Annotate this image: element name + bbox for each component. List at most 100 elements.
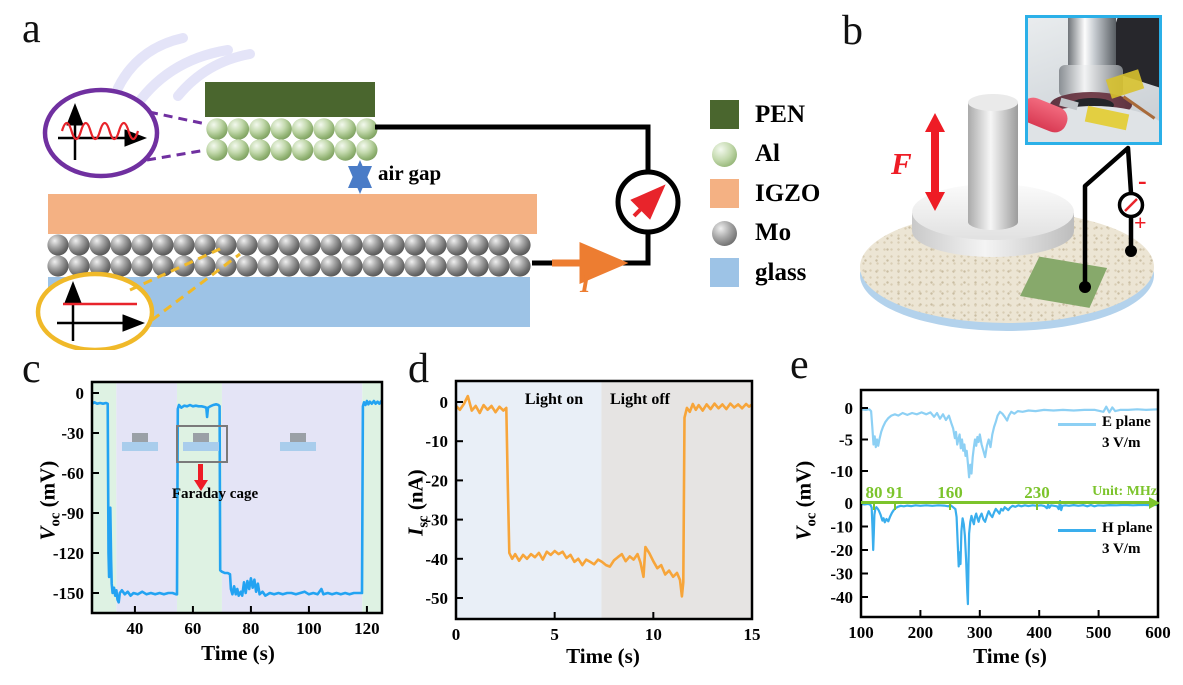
svg-text:80: 80 [242, 619, 259, 638]
e-plane-legend-label: E plane [1102, 414, 1151, 430]
svg-text:-5: -5 [839, 431, 853, 450]
force-arrow-up [925, 113, 945, 132]
e-plane-legend-value: 3 V/m [1102, 435, 1141, 451]
panel-a-letter: a [22, 6, 41, 52]
ylabel-subscript: sc [415, 515, 432, 528]
panel-c-letter: c [22, 346, 41, 392]
voc-shielding-chart: 40 60 80 100 120 0 -30 -60 -90 -120 -150 [53, 380, 384, 638]
air-gap-label: air gap [378, 161, 442, 185]
ylabel-subscript: oc [803, 512, 820, 527]
svg-text:40: 40 [126, 619, 143, 638]
igzo-swatch [710, 179, 739, 208]
svg-text:60: 60 [184, 619, 201, 638]
device-icon [280, 433, 316, 451]
h-plane-legend-value: 3 V/m [1102, 541, 1141, 557]
ylabel-unit: (mV) [791, 460, 816, 513]
legend-label: PEN [755, 100, 805, 128]
ac-signal-inset [42, 87, 207, 179]
svg-text:-10: -10 [830, 518, 853, 537]
svg-text:100: 100 [848, 623, 874, 642]
svg-text:200: 200 [908, 623, 934, 642]
h-plane-legend-label: H plane [1102, 520, 1153, 536]
legend-label: IGZO [755, 179, 821, 207]
mo-swatch [712, 220, 737, 246]
legend-item-glass: glass [710, 258, 820, 287]
device-schematic [35, 33, 681, 350]
emi-immunity-chart: 100 200 300 400 500 600 0 -5 -10 0 -10 -20 -30 -40 [830, 388, 1171, 642]
svg-text:-40: -40 [830, 588, 853, 607]
svg-text:0: 0 [845, 399, 854, 418]
svg-text:-120: -120 [53, 544, 84, 563]
panel-e-ylabel: Voc (mV) [791, 416, 820, 586]
svg-text:500: 500 [1086, 623, 1112, 642]
ylabel-symbol: V [35, 526, 60, 541]
svg-text:-10: -10 [830, 462, 853, 481]
force-arrow-shaft [931, 131, 939, 193]
ylabel-symbol: I [403, 527, 428, 536]
freq-label-160: 160 [937, 483, 963, 502]
legend-label: Mo [755, 219, 792, 246]
ylabel-unit: (mV) [35, 460, 60, 513]
probe-wires [1079, 145, 1145, 293]
panel-c-xlabel: Time (s) [201, 641, 275, 665]
frequency-axis-arrowhead [1149, 496, 1160, 509]
freq-tick [894, 504, 896, 510]
svg-text:-40: -40 [425, 550, 448, 569]
svg-text:-10: -10 [425, 432, 448, 451]
faraday-cage-label: Faraday cage [171, 486, 259, 502]
svg-text:0: 0 [76, 384, 85, 403]
legend-label: Al [755, 140, 780, 167]
dc-signal-inset [35, 246, 241, 350]
pen-swatch [710, 100, 739, 129]
svg-text:10: 10 [645, 625, 662, 644]
panel-d-letter: d [408, 346, 429, 392]
light-on-label: Light on [524, 391, 584, 408]
svg-text:-30: -30 [830, 565, 853, 584]
panel-e-letter: e [790, 342, 809, 388]
svg-text:-30: -30 [425, 511, 448, 530]
glass-swatch [710, 258, 739, 287]
svg-text:15: 15 [744, 625, 761, 644]
svg-text:-150: -150 [53, 584, 84, 603]
current-label: I [580, 268, 591, 298]
ylabel-subscript: oc [47, 512, 64, 527]
minus-terminal-label: - [1138, 166, 1147, 195]
freq-tick [949, 504, 951, 510]
svg-text:-50: -50 [425, 589, 448, 608]
legend-item-igzo: IGZO [710, 179, 820, 208]
svg-text:100: 100 [296, 619, 322, 638]
panel-d-xlabel: Time (s) [566, 644, 640, 668]
faraday-cage-box [176, 425, 228, 463]
svg-text:600: 600 [1145, 623, 1171, 642]
al-swatch [712, 141, 737, 167]
svg-text:0: 0 [440, 393, 449, 412]
svg-text:0: 0 [452, 625, 461, 644]
legend-item-mo: Mo [710, 219, 820, 247]
svg-text:300: 300 [967, 623, 993, 642]
al-sphere-layer [206, 118, 378, 161]
igzo-layer [48, 194, 537, 234]
frequency-axis-line [861, 501, 1151, 504]
svg-text:400: 400 [1026, 623, 1052, 642]
force-label: F [891, 146, 912, 181]
svg-text:-90: -90 [61, 504, 84, 523]
svg-text:0: 0 [845, 494, 854, 513]
force-cylinder-top [968, 94, 1018, 111]
legend-item-pen: PEN [710, 100, 820, 129]
svg-text:-20: -20 [830, 541, 853, 560]
h-plane-legend-line [1058, 529, 1096, 532]
ylabel-unit: (nA) [403, 469, 428, 516]
setup-photo-inset [1025, 15, 1162, 145]
isc-light-chart: 0 5 10 15 0 -10 -20 -30 -40 -50 [425, 379, 761, 644]
panel-c-ylabel: Voc (mV) [35, 416, 64, 586]
svg-text:-30: -30 [61, 424, 84, 443]
svg-text:-60: -60 [61, 464, 84, 483]
force-cylinder-side [968, 102, 1018, 230]
panel-d-ylabel: Isc (nA) [403, 418, 432, 588]
plus-terminal-label: + [1134, 210, 1147, 235]
panel-e-xlabel: Time (s) [973, 644, 1047, 668]
light-off-label: Light off [610, 391, 670, 408]
e-plane-legend-line [1058, 423, 1096, 426]
freq-label-91: 91 [886, 483, 904, 502]
